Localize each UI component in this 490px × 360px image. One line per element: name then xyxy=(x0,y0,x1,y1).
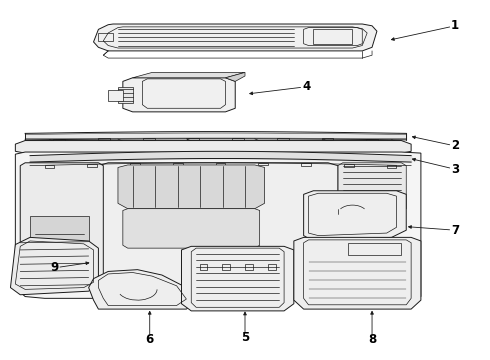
Polygon shape xyxy=(304,191,406,241)
Polygon shape xyxy=(123,78,235,112)
Polygon shape xyxy=(294,237,421,309)
Polygon shape xyxy=(118,165,265,209)
Polygon shape xyxy=(123,209,260,248)
Text: 4: 4 xyxy=(302,80,310,93)
Polygon shape xyxy=(30,216,89,280)
Polygon shape xyxy=(108,90,123,101)
Polygon shape xyxy=(118,87,133,103)
Polygon shape xyxy=(225,72,245,81)
Polygon shape xyxy=(89,270,196,309)
Polygon shape xyxy=(338,163,406,212)
Polygon shape xyxy=(133,72,245,78)
Text: 1: 1 xyxy=(451,19,459,32)
Polygon shape xyxy=(15,152,421,298)
Polygon shape xyxy=(15,140,411,153)
Text: 3: 3 xyxy=(451,163,459,176)
Text: 2: 2 xyxy=(451,139,459,152)
Text: 9: 9 xyxy=(50,261,59,274)
Text: 6: 6 xyxy=(146,333,154,346)
Polygon shape xyxy=(20,163,103,288)
Text: 7: 7 xyxy=(451,224,459,237)
Polygon shape xyxy=(10,237,98,295)
Polygon shape xyxy=(94,24,377,51)
Text: 5: 5 xyxy=(241,331,249,344)
Polygon shape xyxy=(181,246,294,311)
Text: 8: 8 xyxy=(368,333,376,346)
Polygon shape xyxy=(98,163,338,288)
